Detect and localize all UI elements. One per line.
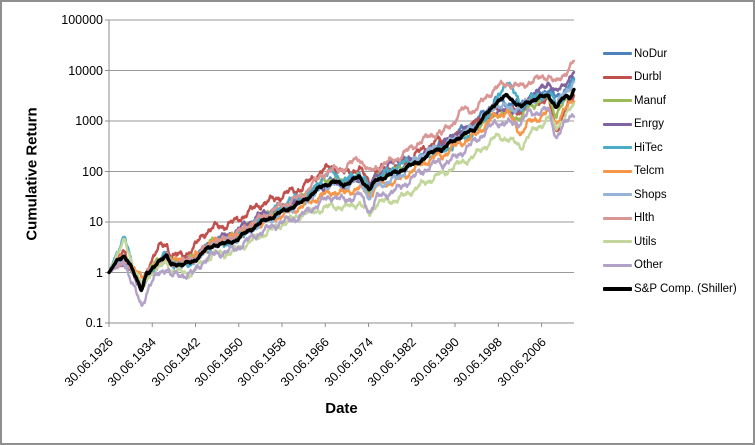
legend: NoDur Durbl Manuf Enrgy HiTec Telcm Shops Hlth U… [603, 42, 737, 301]
legend-item-telcm: Telcm [603, 160, 737, 184]
legend-swatch [603, 263, 632, 267]
series-line-other [107, 105, 576, 307]
legend-swatch [603, 240, 632, 244]
legend-item-enrgy: Enrgy [603, 113, 737, 137]
legend-swatch [603, 75, 632, 79]
legend-label: HiTec [634, 141, 663, 154]
legend-label: Durbl [634, 71, 662, 84]
legend-swatch [603, 169, 632, 173]
series-line-s-p-comp-shiller [107, 87, 576, 293]
legend-swatch [603, 216, 632, 220]
legend-label: NoDur [634, 47, 668, 60]
y-tick-label: 100000 [61, 13, 103, 27]
series-line-hlth [107, 59, 576, 286]
legend-swatch [603, 193, 632, 197]
legend-swatch [603, 99, 632, 103]
y-tick-label: 10000 [68, 63, 103, 78]
legend-item-durbl: Durbl [603, 66, 737, 90]
y-tick-label: 10 [89, 215, 103, 229]
legend-label: S&P Comp. (Shiller) [634, 282, 737, 295]
legend-swatch [603, 122, 632, 126]
legend-item-other: Other [603, 254, 737, 278]
legend-label: Manuf [634, 94, 666, 107]
legend-item-hlth: Hlth [603, 207, 737, 231]
y-axis-title: Cumulative Return [23, 107, 41, 241]
legend-label: Hlth [634, 212, 655, 225]
legend-item-utils: Utils [603, 230, 737, 254]
y-tick-label: 100 [82, 164, 103, 179]
legend-label: Shops [634, 188, 667, 201]
legend-swatch [603, 286, 632, 291]
legend-label: Utils [634, 235, 657, 248]
y-tick-label: 1000 [75, 114, 103, 128]
x-axis-title: Date [325, 400, 358, 417]
legend-label: Telcm [634, 165, 665, 178]
legend-swatch [603, 52, 632, 56]
y-tick-label: 1 [96, 265, 103, 280]
y-tick-label: 0.1 [85, 316, 103, 330]
legend-item-s-p-comp-shiller: S&P Comp. (Shiller) [603, 277, 737, 301]
legend-item-manuf: Manuf [603, 89, 737, 113]
legend-label: Other [634, 259, 663, 272]
legend-item-nodur: NoDur [603, 42, 737, 66]
legend-label: Enrgy [634, 118, 665, 131]
legend-swatch [603, 146, 632, 150]
legend-item-hitec: HiTec [603, 136, 737, 160]
legend-item-shops: Shops [603, 183, 737, 207]
series-line-utils [107, 102, 576, 287]
